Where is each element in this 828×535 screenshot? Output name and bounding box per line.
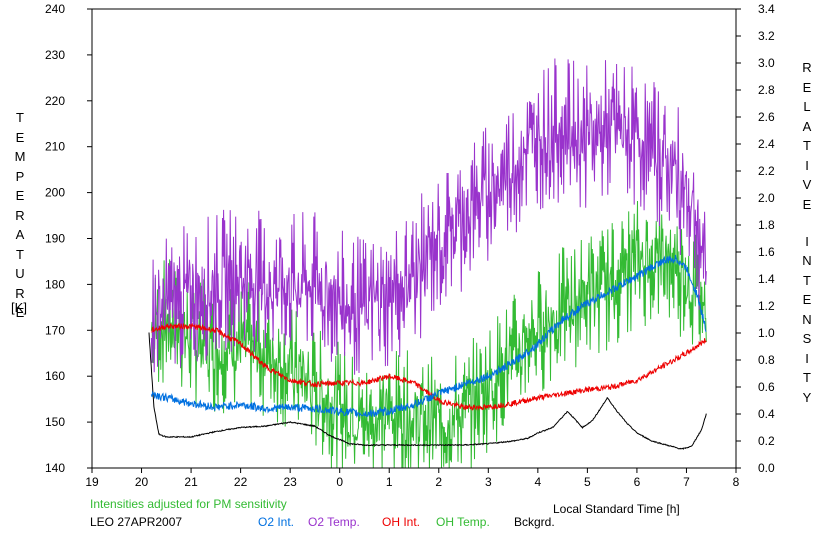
x-tick-label: 3 <box>485 475 492 489</box>
legend-o2-temp: O2 Temp. <box>308 515 360 529</box>
axis-label-letter: V <box>802 177 812 192</box>
y-right-tick-label: 3.4 <box>758 2 775 16</box>
y-left-tick-label: 230 <box>45 48 65 62</box>
y-right-tick-label: 0.2 <box>758 434 775 448</box>
y-right-tick-label: 1.6 <box>758 245 775 259</box>
axis-label-letter: I <box>805 350 809 366</box>
axis-label-letter: T <box>16 110 24 125</box>
axis-label-letter: R <box>15 285 25 301</box>
x-tick-label: 8 <box>733 475 740 489</box>
axis-label-letter: U <box>15 266 25 281</box>
y-right-tick-label: 2.8 <box>758 83 775 97</box>
series-line-2 <box>151 322 707 411</box>
y-right-tick-label: 1.0 <box>758 326 775 340</box>
axis-label-letter: M <box>14 149 26 164</box>
axis-label-letter: R <box>15 207 25 223</box>
y-right-tick-label: 0.8 <box>758 353 775 367</box>
x-tick-label: 1 <box>386 475 393 489</box>
x-tick-label: 7 <box>683 475 690 489</box>
y-left-tick-label: 170 <box>45 323 65 337</box>
axis-label-letter: E <box>15 129 25 145</box>
axis-label-letter: T <box>16 246 24 262</box>
x-tick-label: 20 <box>135 475 149 489</box>
axis-layer: 19 20 21 22 23 0 1 2 3 4 5 6 7 8140150160170180190200… <box>45 2 775 489</box>
y-right-tick-label: 3.2 <box>758 29 775 43</box>
x-tick-label: 22 <box>234 475 248 489</box>
x-tick-label: 0 <box>336 475 343 489</box>
y-left-tick-label: 210 <box>45 140 65 154</box>
y-right-tick-label: 0.6 <box>758 380 775 394</box>
y-right-tick-label: 2.0 <box>758 191 775 205</box>
series-line-0 <box>150 254 707 418</box>
left-axis-unit: [K] <box>11 300 27 315</box>
axis-label-letter: Y <box>802 389 812 405</box>
x-tick-label: 4 <box>535 475 542 489</box>
axis-label-letter: E <box>802 292 812 308</box>
x-tick-label: 21 <box>184 475 198 489</box>
x-tick-label: 5 <box>584 475 591 489</box>
axis-label-letter: N <box>802 311 812 327</box>
axis-label-letter: T <box>803 272 811 288</box>
legend-bckgrd: Bckgrd. <box>514 515 555 529</box>
axis-label-letter: T <box>803 138 811 153</box>
axis-label-letter: N <box>802 253 812 269</box>
x-axis-title: Local Standard Time [h] <box>553 502 680 516</box>
x-tick-label: 19 <box>85 475 99 489</box>
y-left-tick-label: 220 <box>45 94 65 108</box>
y-right-tick-label: 1.4 <box>758 272 775 286</box>
axis-label-letter: S <box>802 331 812 347</box>
y-right-tick-label: 0.4 <box>758 407 775 421</box>
axis-label-letter: E <box>15 305 25 320</box>
x-tick-label: 23 <box>283 475 297 489</box>
legend-oh-int: OH Int. <box>382 515 421 529</box>
axis-label-letter: L <box>803 99 811 114</box>
y-left-tick-label: 140 <box>45 461 65 475</box>
series-line-1 <box>150 58 707 375</box>
y-right-tick-label: 1.8 <box>758 218 775 232</box>
y-right-tick-label: 2.6 <box>758 110 775 124</box>
axis-label-letter: E <box>15 188 25 203</box>
y-right-tick-label: 2.4 <box>758 137 775 151</box>
axis-label-letter: A <box>802 118 812 134</box>
y-left-tick-label: 200 <box>45 186 65 200</box>
y-left-tick-label: 240 <box>45 2 65 16</box>
y-right-tick-label: 0.0 <box>758 461 775 475</box>
axis-label-letter: I <box>805 233 809 249</box>
series-layer <box>148 58 707 469</box>
legend-o2-int: O2 Int. <box>258 515 295 529</box>
y-left-tick-label: 190 <box>45 232 65 246</box>
x-tick-label: 2 <box>435 475 442 489</box>
axis-label-letter: R <box>802 60 812 75</box>
sensitivity-note: Intensities adjusted for PM sensitivity <box>90 497 287 511</box>
y-left-tick-label: 180 <box>45 277 65 291</box>
legend-oh-temp: OH Temp. <box>436 515 490 529</box>
series-line-4 <box>148 332 707 451</box>
plot-frame <box>91 8 737 469</box>
y-right-tick-label: 1.2 <box>758 299 775 313</box>
axis-label-letter: E <box>802 79 812 95</box>
y-right-tick-label: 2.2 <box>758 164 775 178</box>
axis-label-letter: A <box>15 227 25 242</box>
axis-label-letter: I <box>805 157 809 173</box>
axis-label-letter: E <box>802 196 812 212</box>
axis-label-letter: P <box>15 168 25 184</box>
station-label: LEO 27APR2007 <box>90 515 183 529</box>
y-left-tick-label: 150 <box>45 415 65 429</box>
x-tick-label: 6 <box>634 475 641 489</box>
y-left-tick-label: 160 <box>45 369 65 383</box>
y-right-tick-label: 3.0 <box>758 56 775 70</box>
axis-label-letter: T <box>803 370 811 386</box>
